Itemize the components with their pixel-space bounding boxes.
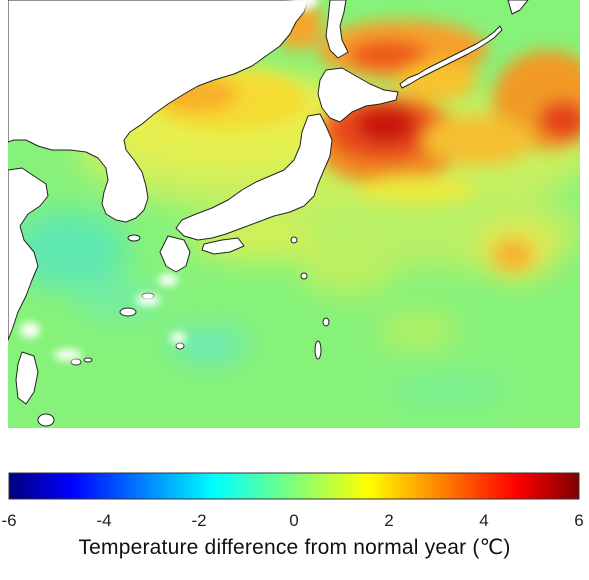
honshu [175,113,333,241]
asian-continent [8,0,309,223]
shikoku [201,237,245,255]
colorbar-tick-label: -4 [96,511,111,530]
colorbar-title: Temperature difference from normal year … [78,536,511,559]
colorbar-tick-label: 4 [479,511,488,530]
colorbar-tick-label: 2 [384,511,393,530]
kuril-islands [399,25,503,89]
colorbar-ticks: -6 -4 -2 0 2 4 6 [1,511,583,530]
sakhalin [325,0,349,59]
hokkaido [317,67,399,123]
colorbar-tick-label: 6 [574,511,583,530]
kyushu [159,235,191,273]
taiwan [15,351,39,405]
kamchatka [507,0,529,15]
colorbar-tick-label: 0 [289,511,298,530]
colorbar: -6 -4 -2 0 2 4 6 [0,460,589,580]
colorbar-tick-label: -6 [1,511,16,530]
colorbar-gradient [8,472,580,500]
china-coast [8,167,49,341]
land [8,0,529,427]
colorbar-tick-label: -2 [191,511,206,530]
temperature-anomaly-map [8,0,580,428]
